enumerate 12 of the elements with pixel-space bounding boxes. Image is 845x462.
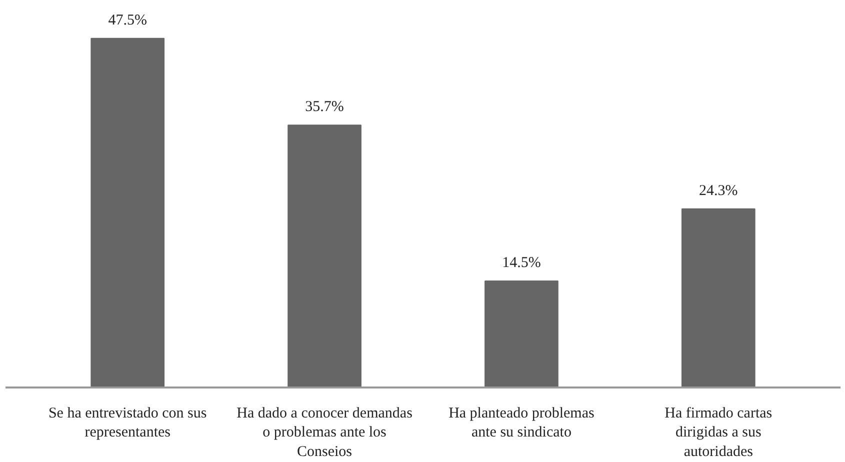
bar bbox=[90, 38, 165, 388]
data-label: 14.5% bbox=[502, 254, 541, 271]
x-tick-label: Se ha entrevistado con sus representantes bbox=[48, 406, 207, 441]
x-tick-label: Ha firmado cartas dirigidas a sus autoridades bbox=[664, 406, 772, 460]
bar bbox=[484, 280, 558, 388]
data-label: 47.5% bbox=[108, 12, 147, 28]
x-tick-label: Ha planteado problemas ante su sindicato bbox=[448, 406, 595, 441]
bar bbox=[681, 208, 756, 388]
data-label: 35.7% bbox=[305, 99, 344, 116]
data-label: 24.3% bbox=[699, 182, 738, 199]
x-tick-label: Ha dado a conocer demandas o problemas ante los Conseios bbox=[236, 406, 413, 460]
bar bbox=[288, 124, 362, 388]
